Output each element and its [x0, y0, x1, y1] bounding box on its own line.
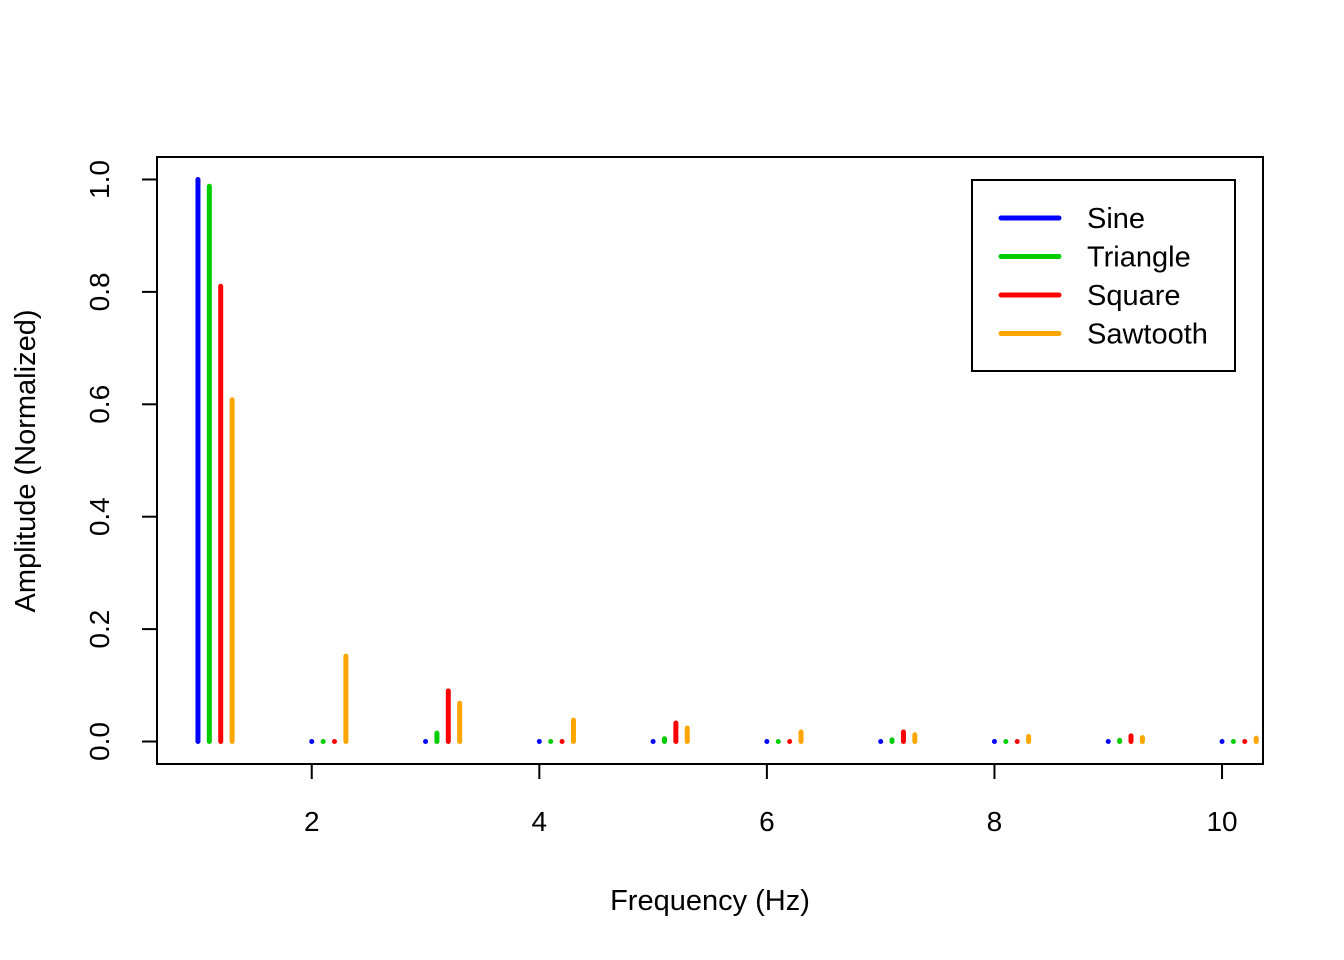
legend-label-square: Square	[1087, 280, 1181, 312]
y-tick-label-1: 1.0	[84, 160, 115, 199]
x-tick-label-6: 6	[759, 806, 775, 837]
legend-label-sawtooth: Sawtooth	[1087, 319, 1208, 351]
x-tick-label-4: 4	[532, 806, 548, 837]
x-tick-label-10: 10	[1206, 806, 1237, 837]
legend-box	[971, 179, 1236, 372]
y-axis-title: Amplitude (Normalized)	[10, 310, 42, 613]
bars-layer	[195, 176, 1259, 745]
legend-label-triangle: Triangle	[1087, 242, 1191, 274]
y-axis: 0.0 0.2 0.4 0.6 0.8 1.0	[84, 160, 158, 761]
y-tick-label-0-8: 0.8	[84, 272, 115, 311]
x-axis: 2 4 6 8 10	[304, 763, 1238, 837]
y-tick-label-0: 0.0	[84, 722, 115, 761]
x-axis-title: Frequency (Hz)	[610, 885, 810, 917]
y-tick-label-0-6: 0.6	[84, 385, 115, 424]
y-tick-label-0-2: 0.2	[84, 610, 115, 649]
legend-label-sine: Sine	[1087, 203, 1145, 235]
legend: Sine Triangle Square Sawtooth	[971, 179, 1236, 372]
x-tick-label-2: 2	[304, 806, 320, 837]
x-tick-label-8: 8	[987, 806, 1003, 837]
y-tick-label-0-4: 0.4	[84, 497, 115, 536]
